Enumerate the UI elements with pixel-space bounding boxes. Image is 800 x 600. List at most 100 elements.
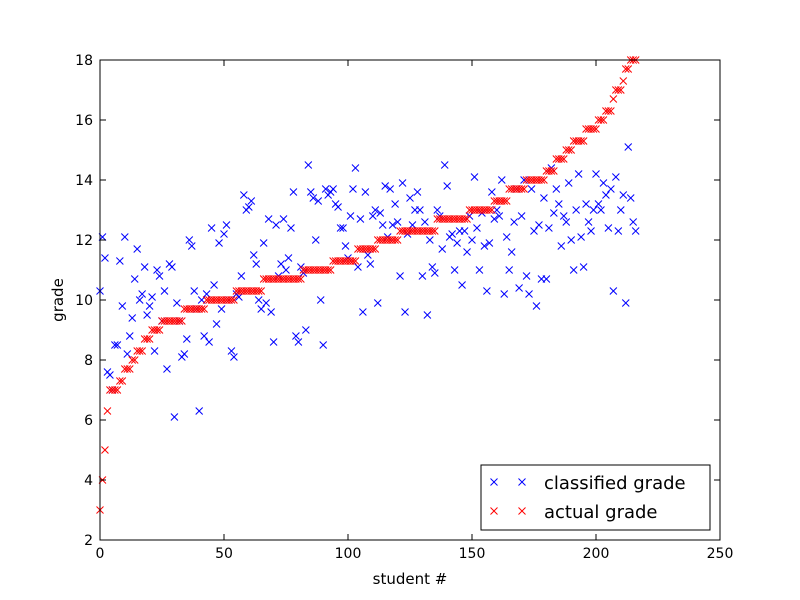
classified-grade-point [579,263,588,271]
actual-grade-point [592,125,600,133]
classified-grade-point [321,185,330,193]
actual-grade-point [230,296,238,304]
actual-grade-point [175,317,184,325]
classified-grade-point [418,272,427,280]
actual-grade-point [607,107,615,115]
classified-grade-point [284,254,293,262]
actual-grade-point [599,116,608,124]
legend-marker-classified-grade [490,478,526,486]
classified-grade-point [173,299,181,307]
actual-grade-point [294,275,303,283]
classified-grade-point [393,218,402,226]
classified-grade-point [549,209,558,217]
classified-grade-point [505,266,514,274]
classified-grade-point [356,215,365,223]
classified-grade-point [406,194,414,202]
classified-grade-point [277,260,285,268]
actual-grade-point [125,365,134,373]
classified-grade-point [118,302,127,310]
classified-grade-point [180,350,189,358]
actual-grade-point [502,197,511,205]
classified-grade-point [259,239,268,247]
classified-grade-point [594,200,603,208]
classified-grade-point [329,185,337,193]
actual-grade-point [153,326,161,334]
classified-grade-point [592,170,600,178]
y-tick-label: 14 [75,173,93,189]
actual-grade-point [428,227,437,235]
classified-grade-point [371,206,380,214]
classified-grade-point [522,272,531,280]
classified-grade-point [515,284,523,292]
classified-grade-point [458,281,466,289]
classified-grade-point [230,353,238,361]
classified-grade-point [366,260,375,268]
classified-grade-point [396,272,404,280]
classified-grade-point [378,221,387,229]
classified-grade-point [153,266,161,274]
classified-grade-point [301,326,310,334]
classified-grade-point [336,224,345,232]
classified-grade-point [535,221,543,229]
classified-grade-point [525,290,533,298]
classified-grade-point [133,245,142,253]
actual-grade-point [391,236,399,244]
classified-grade-point [319,341,328,349]
actual-grade-point [227,296,236,304]
actual-grade-point [113,386,122,394]
classified-grade-point [376,209,385,217]
classified-grade-point [311,236,320,244]
classified-grade-point [475,266,484,274]
classified-grade-point [629,218,638,226]
classified-grade-point [470,173,479,181]
actual-grade-point [297,275,305,283]
y-tick-label: 2 [84,533,93,549]
actual-grade-point [609,95,618,103]
classified-grade-point [408,221,417,229]
actual-grade-point [111,386,119,394]
classified-grade-point [254,296,263,304]
classified-grade-point [363,251,372,259]
classified-grade-point [368,212,377,220]
classified-grade-point [413,188,422,196]
classified-grade-point [425,236,434,244]
classified-grade-point [120,233,129,241]
classified-grade-point [569,266,578,274]
classified-grade-point [391,200,399,208]
classified-grade-point [252,260,261,268]
classified-grade-point [187,242,196,250]
classified-grade-point [314,197,323,205]
classified-grade-point [155,272,164,280]
x-tick-label: 0 [96,546,105,562]
classified-grade-point [483,287,491,295]
actual-grade-point [619,77,628,85]
actual-grade-point [579,137,588,145]
classified-grade-point [346,212,355,220]
classified-grade-point [502,233,511,241]
x-axis-title: student # [373,570,448,588]
actual-grade-point [368,245,377,253]
classified-grade-point [200,332,209,340]
classified-grade-point [262,299,271,307]
x-tick-label: 100 [335,546,362,562]
actual-grade-point [103,407,112,415]
classified-grade-point [624,143,633,151]
legend-label-classified-grade: classified grade [544,473,686,494]
classified-grade-point [473,224,481,232]
classified-grade-point [577,233,585,241]
classified-grade-point [195,407,204,415]
classified-grade-point [602,191,610,199]
classified-grade-point [339,224,347,232]
classified-grade-point [621,299,630,307]
actual-grade-point [349,257,357,265]
x-tick-label: 50 [215,546,233,562]
actual-grade-point [145,335,154,343]
classified-grade-point [182,335,191,343]
actual-grade-point [621,65,630,73]
actual-grade-point [537,176,546,184]
classified-grade-point [150,347,159,355]
classified-grade-point [205,338,213,346]
data-points [96,56,640,514]
classified-grade-point [115,257,124,265]
classified-grade-point [190,287,199,295]
